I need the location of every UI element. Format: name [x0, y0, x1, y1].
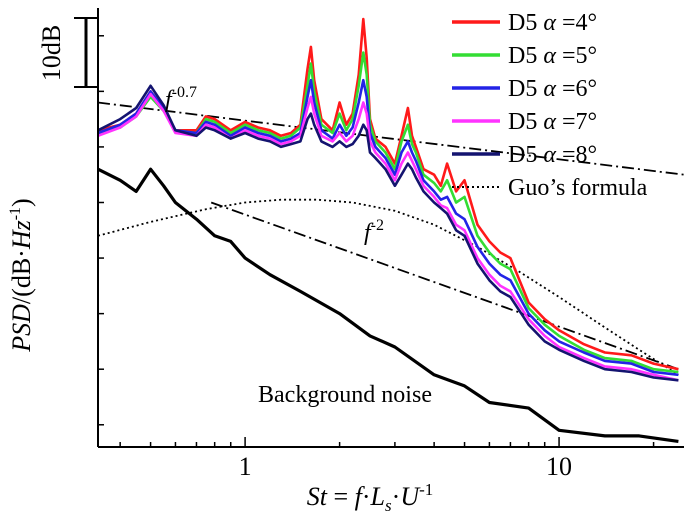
legend: D5 α =4° D5 α =5° D5 α =6° D5 α =7° D5 α =8°…: [452, 10, 648, 201]
axes: 1 10: [97, 8, 684, 481]
legend-label: D5 α =7°: [508, 109, 597, 135]
series-lines: [97, 17, 679, 382]
legend-label: D5 α =8°: [508, 142, 597, 168]
annotation-background-noise: Background noise: [258, 382, 432, 408]
reference-line-f2: [210, 201, 679, 371]
x-tick-label: 1: [239, 452, 252, 481]
legend-label: D5 α =4°: [508, 10, 597, 36]
reference-lines: [97, 101, 685, 371]
annotation-f-2: f-2: [364, 217, 384, 246]
reference-line-f07: [97, 101, 685, 176]
x-axis-title: St = f·Ls·U-1: [307, 480, 434, 515]
guo-formula-line: [97, 198, 679, 376]
legend-label: D5 α =5°: [508, 43, 597, 69]
series-line-alpha-8: [97, 84, 679, 382]
series-line-alpha-6: [97, 78, 679, 377]
background-noise-line: [97, 167, 679, 443]
background-noise-curve: [97, 167, 679, 443]
scale-bar-label: 10dB: [37, 25, 66, 81]
legend-label: D5 α =6°: [508, 76, 597, 102]
legend-label: Guo’s formula: [508, 175, 648, 201]
y-axis-title: PSD/(dB·Hz-1): [7, 198, 36, 352]
x-tick-label: 10: [546, 452, 572, 481]
guo-formula-curve: [97, 198, 679, 376]
annotation-f-07: f-0.7: [165, 84, 197, 113]
scale-bar: 10dB: [37, 17, 98, 88]
series-line-alpha-5: [97, 51, 679, 374]
series-line-alpha-4: [97, 17, 679, 371]
